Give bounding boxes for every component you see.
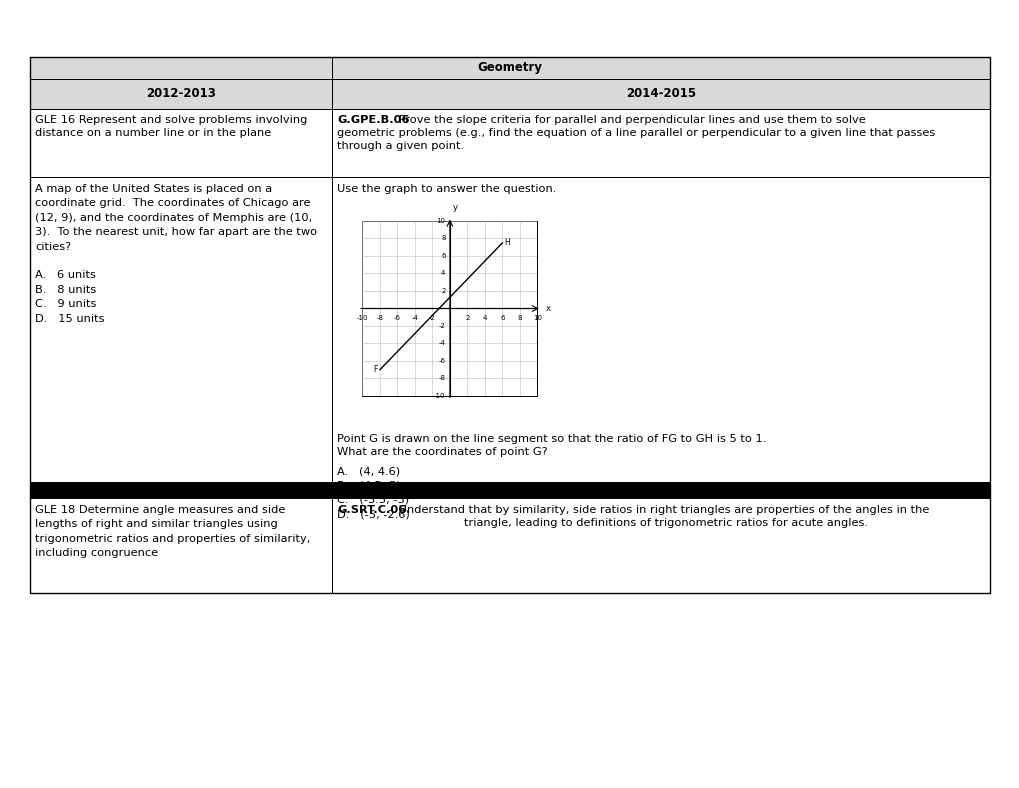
Text: x: x xyxy=(545,304,550,313)
Text: -10: -10 xyxy=(357,315,368,322)
Text: GLE 16 Represent and solve problems involving
distance on a number line or in th: GLE 16 Represent and solve problems invo… xyxy=(35,115,307,138)
Text: 2: 2 xyxy=(465,315,469,322)
Text: H: H xyxy=(503,239,510,247)
Text: 4: 4 xyxy=(441,270,445,277)
Bar xyxy=(30,498,332,593)
Text: geometric problems (e.g., find the equation of a line parallel or perpendicular : geometric problems (e.g., find the equat… xyxy=(337,128,934,138)
Bar xyxy=(30,57,989,79)
Text: Use the graph to answer the question.: Use the graph to answer the question. xyxy=(337,184,556,194)
Text: 8: 8 xyxy=(440,236,445,241)
Text: Point G is drawn on the line segment so that the ratio of FG to GH is 5 to 1.
Wh: Point G is drawn on the line segment so … xyxy=(337,434,766,457)
Text: 6: 6 xyxy=(499,315,504,322)
Bar xyxy=(332,79,989,109)
Text: Geometry: Geometry xyxy=(477,61,542,73)
Text: -10: -10 xyxy=(434,393,445,399)
Text: -4: -4 xyxy=(411,315,418,322)
Text: 4: 4 xyxy=(482,315,487,322)
Text: triangle, leading to definitions of trigonometric ratios for acute angles.: triangle, leading to definitions of trig… xyxy=(464,518,867,528)
Bar xyxy=(30,109,332,177)
Text: G.GPE.B.06: G.GPE.B.06 xyxy=(337,115,410,125)
Text: A map of the United States is placed on a
coordinate grid.  The coordinates of C: A map of the United States is placed on … xyxy=(35,184,317,324)
Bar xyxy=(332,177,989,482)
Text: 2014-2015: 2014-2015 xyxy=(626,87,696,99)
Bar xyxy=(332,109,989,177)
Text: 10: 10 xyxy=(532,315,541,322)
Bar xyxy=(30,482,989,498)
Text: Prove the slope criteria for parallel and perpendicular lines and use them to so: Prove the slope criteria for parallel an… xyxy=(395,115,865,125)
Text: -2: -2 xyxy=(429,315,435,322)
Text: A.   (4, 4.6)
B.   (4.5, 5)
C.   (-5.5, -3)
D.   (-5, -2.6): A. (4, 4.6) B. (4.5, 5) C. (-5.5, -3) D.… xyxy=(337,466,410,519)
Bar xyxy=(30,79,332,109)
Text: through a given point.: through a given point. xyxy=(337,141,464,151)
Bar xyxy=(30,177,332,482)
Text: 2012-2013: 2012-2013 xyxy=(146,87,216,99)
Bar xyxy=(30,57,989,593)
Text: -8: -8 xyxy=(376,315,383,322)
Text: -4: -4 xyxy=(438,340,445,347)
Text: -2: -2 xyxy=(438,323,445,329)
Text: F: F xyxy=(373,366,377,374)
Text: -6: -6 xyxy=(393,315,400,322)
Text: G.SRT.C.06: G.SRT.C.06 xyxy=(337,505,407,515)
Text: y: y xyxy=(452,203,458,212)
Text: GLE 18 Determine angle measures and side
lengths of right and similar triangles : GLE 18 Determine angle measures and side… xyxy=(35,505,310,558)
Text: 6: 6 xyxy=(440,253,445,259)
Text: Understand that by similarity, side ratios in right triangles are properties of : Understand that by similarity, side rati… xyxy=(395,505,929,515)
Text: 2: 2 xyxy=(441,288,445,294)
Bar xyxy=(332,498,989,593)
Text: 10: 10 xyxy=(436,218,445,224)
Text: -8: -8 xyxy=(438,376,445,381)
Text: -6: -6 xyxy=(438,358,445,364)
Text: 8: 8 xyxy=(518,315,522,322)
